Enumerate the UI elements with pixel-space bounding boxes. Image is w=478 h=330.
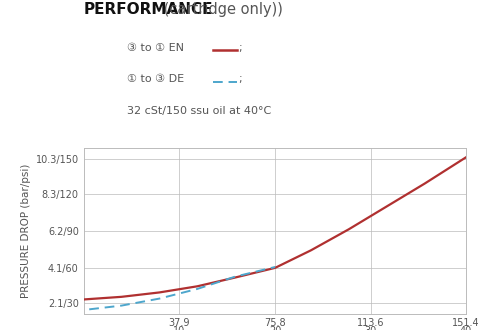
Text: 30: 30 bbox=[364, 326, 377, 330]
Text: 40: 40 bbox=[460, 326, 472, 330]
Text: 10: 10 bbox=[173, 326, 185, 330]
Y-axis label: PRESSURE DROP (bar/psi): PRESSURE DROP (bar/psi) bbox=[22, 164, 32, 298]
Text: 20: 20 bbox=[269, 326, 281, 330]
Text: PERFORMANCE: PERFORMANCE bbox=[84, 2, 213, 16]
Text: 151.4: 151.4 bbox=[452, 318, 478, 328]
Text: 113.6: 113.6 bbox=[357, 318, 384, 328]
Text: 75.8: 75.8 bbox=[264, 318, 286, 328]
Text: ;: ; bbox=[238, 74, 242, 84]
Text: ① to ③ DE: ① to ③ DE bbox=[127, 74, 184, 84]
Text: ③ to ① EN: ③ to ① EN bbox=[127, 43, 184, 53]
Text: ;: ; bbox=[238, 43, 242, 53]
Text: 32 cSt/150 ssu oil at 40°C: 32 cSt/150 ssu oil at 40°C bbox=[127, 106, 271, 116]
Text: (cartridge only)): (cartridge only)) bbox=[159, 2, 283, 16]
Text: 37.9: 37.9 bbox=[169, 318, 190, 328]
